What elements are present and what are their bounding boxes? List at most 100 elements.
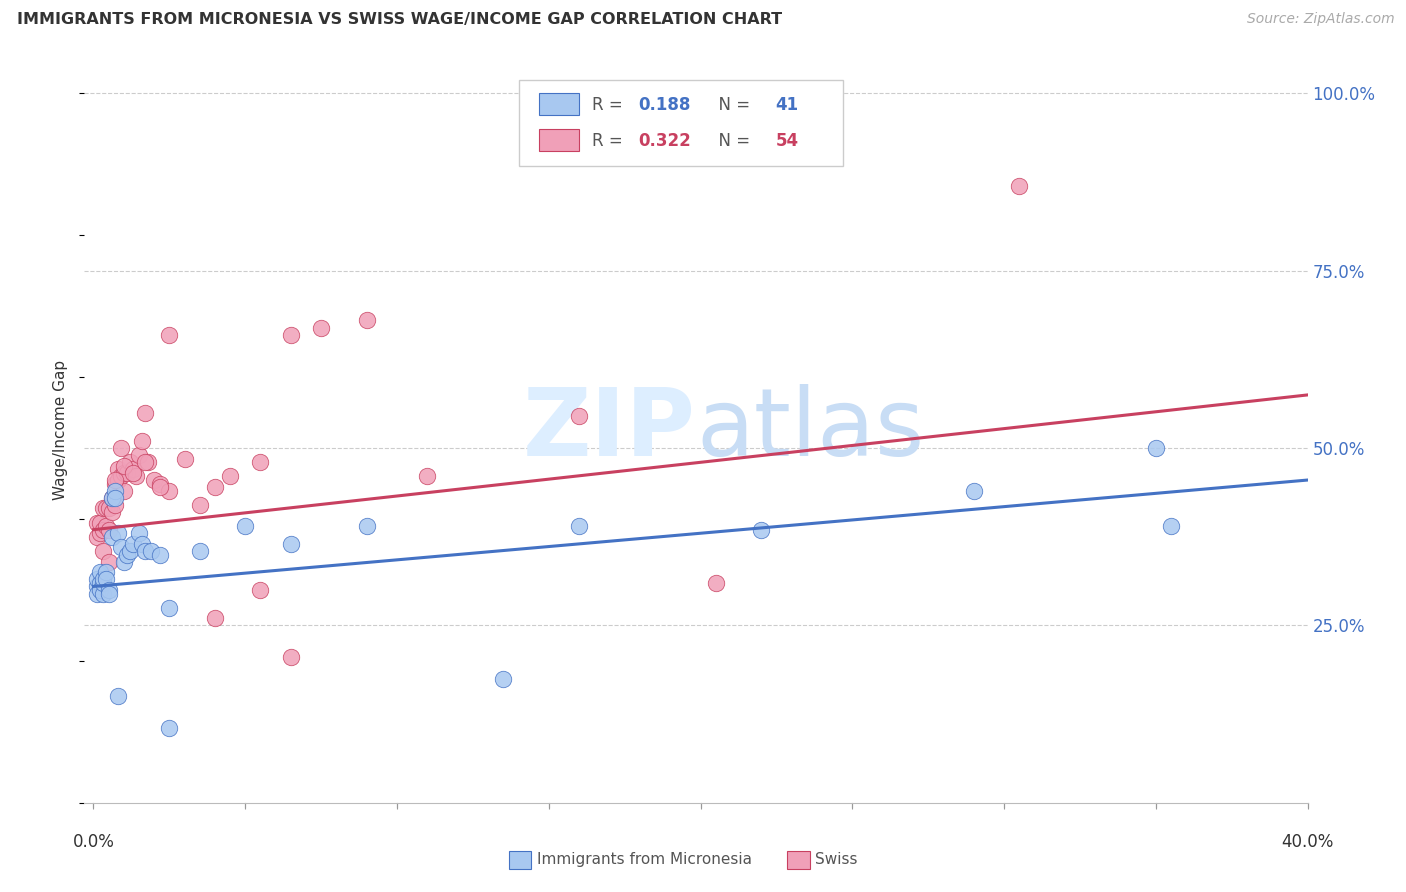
- Point: [104, 476, 127, 491]
- Point: [280, 650, 302, 665]
- Text: ZIP: ZIP: [523, 384, 696, 476]
- Point: [233, 519, 256, 533]
- Point: [86, 573, 108, 587]
- Point: [97, 582, 120, 597]
- Point: [89, 575, 111, 590]
- Point: [110, 541, 132, 555]
- Point: [963, 483, 986, 498]
- Point: [134, 455, 156, 469]
- Point: [91, 586, 114, 600]
- Point: [1008, 178, 1031, 193]
- Point: [110, 441, 132, 455]
- Point: [280, 327, 302, 342]
- Point: [143, 473, 166, 487]
- Point: [219, 469, 242, 483]
- Text: 0.188: 0.188: [638, 96, 690, 114]
- Point: [416, 469, 439, 483]
- Point: [249, 455, 271, 469]
- Point: [136, 455, 159, 469]
- Point: [157, 327, 180, 342]
- Point: [91, 575, 114, 590]
- Text: 0.322: 0.322: [638, 132, 692, 150]
- Point: [249, 582, 271, 597]
- Point: [91, 501, 114, 516]
- Point: [118, 544, 141, 558]
- Point: [86, 579, 108, 593]
- Point: [568, 519, 591, 533]
- Point: [107, 473, 129, 487]
- Point: [89, 582, 111, 597]
- FancyBboxPatch shape: [540, 128, 578, 151]
- Point: [94, 519, 117, 533]
- Text: N =: N =: [709, 132, 755, 150]
- Point: [89, 566, 111, 580]
- Text: 41: 41: [776, 96, 799, 114]
- FancyBboxPatch shape: [519, 80, 842, 166]
- Point: [122, 466, 145, 480]
- Point: [149, 480, 172, 494]
- Point: [107, 462, 129, 476]
- Point: [104, 473, 127, 487]
- Point: [139, 544, 162, 558]
- Point: [188, 498, 211, 512]
- Point: [100, 505, 122, 519]
- Text: 54: 54: [776, 132, 799, 150]
- Text: 40.0%: 40.0%: [1281, 832, 1334, 851]
- Point: [128, 526, 150, 541]
- Point: [149, 476, 172, 491]
- Point: [157, 483, 180, 498]
- Point: [149, 548, 172, 562]
- Point: [89, 526, 111, 541]
- Point: [94, 573, 117, 587]
- Point: [94, 501, 117, 516]
- Point: [91, 573, 114, 587]
- Point: [94, 566, 117, 580]
- Point: [704, 575, 727, 590]
- Text: atlas: atlas: [696, 384, 924, 476]
- Point: [188, 544, 211, 558]
- Point: [91, 523, 114, 537]
- Point: [568, 409, 591, 424]
- Text: Immigrants from Micronesia: Immigrants from Micronesia: [537, 853, 752, 867]
- Point: [122, 537, 145, 551]
- Point: [112, 555, 135, 569]
- Point: [86, 530, 108, 544]
- Point: [134, 406, 156, 420]
- Point: [100, 491, 122, 505]
- Point: [100, 491, 122, 505]
- Point: [122, 462, 145, 476]
- Point: [112, 466, 135, 480]
- Point: [86, 516, 108, 530]
- Point: [112, 458, 135, 473]
- Point: [157, 600, 180, 615]
- Text: R =: R =: [592, 96, 628, 114]
- Point: [89, 516, 111, 530]
- Point: [131, 434, 153, 448]
- Point: [131, 537, 153, 551]
- Point: [107, 690, 129, 704]
- Point: [134, 544, 156, 558]
- Text: R =: R =: [592, 132, 628, 150]
- Point: [97, 555, 120, 569]
- Point: [115, 466, 138, 480]
- Text: IMMIGRANTS FROM MICRONESIA VS SWISS WAGE/INCOME GAP CORRELATION CHART: IMMIGRANTS FROM MICRONESIA VS SWISS WAGE…: [17, 12, 782, 27]
- Point: [157, 721, 180, 735]
- Point: [110, 469, 132, 483]
- Point: [309, 320, 332, 334]
- Point: [356, 519, 378, 533]
- Point: [749, 523, 772, 537]
- Point: [104, 498, 127, 512]
- Text: 0.0%: 0.0%: [73, 832, 114, 851]
- Point: [100, 530, 122, 544]
- Point: [115, 548, 138, 562]
- Point: [97, 523, 120, 537]
- Point: [128, 448, 150, 462]
- Point: [204, 611, 226, 625]
- FancyBboxPatch shape: [540, 93, 578, 115]
- Text: Source: ZipAtlas.com: Source: ZipAtlas.com: [1247, 12, 1395, 26]
- Text: Swiss: Swiss: [815, 853, 858, 867]
- Point: [107, 526, 129, 541]
- Point: [112, 483, 135, 498]
- Text: N =: N =: [709, 96, 755, 114]
- Point: [118, 455, 141, 469]
